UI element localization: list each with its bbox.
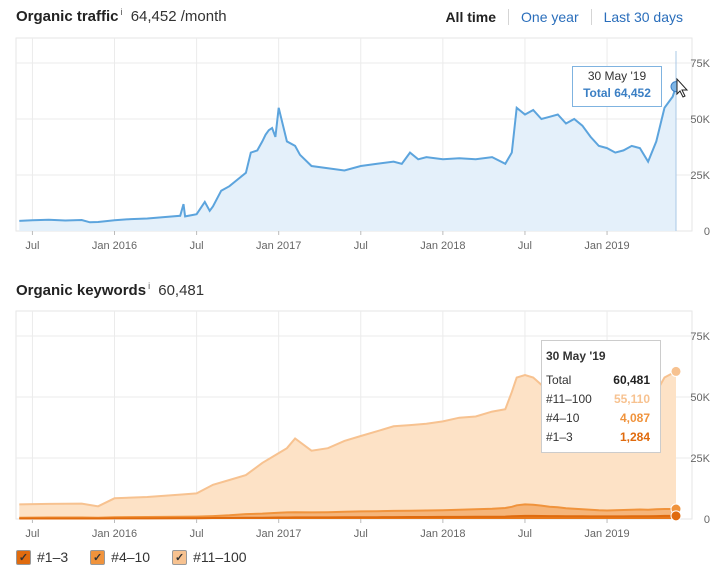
x-tick-label: Jan 2016 bbox=[92, 240, 137, 252]
x-tick-label: Jul bbox=[190, 528, 204, 540]
traffic-line bbox=[19, 86, 677, 224]
x-tick-label: Jul bbox=[518, 528, 532, 540]
cursor-arrow-icon bbox=[676, 77, 689, 98]
legend-item-1-3[interactable]: ✓ #1–3 bbox=[16, 549, 68, 565]
x-tick-label: Jan 2019 bbox=[584, 240, 629, 252]
tooltip-row-11-100: #11–100 55,110 bbox=[546, 392, 650, 406]
traffic-area bbox=[19, 86, 677, 231]
series-area-#11–100 bbox=[19, 371, 677, 519]
legend-item-11-100[interactable]: ✓ #11–100 bbox=[172, 549, 247, 565]
keywords-info-icon[interactable]: i bbox=[148, 281, 151, 291]
series-line-#4–10 bbox=[19, 503, 676, 519]
keywords-tooltip: 30 May '19 Total 60,481 #11–100 55,110 #4–… bbox=[541, 340, 661, 453]
keywords-value: 60,481 bbox=[158, 282, 205, 299]
tooltip-row-1-3: #1–3 1,284 bbox=[546, 430, 650, 444]
x-tick-label: Jul bbox=[354, 528, 368, 540]
x-tick-label: Jul bbox=[354, 240, 368, 252]
hover-point-#1–3 bbox=[670, 510, 682, 522]
y-tick-label: 75K bbox=[690, 331, 710, 343]
y-tick-label: 25K bbox=[690, 170, 710, 182]
y-tick-label: 0 bbox=[704, 514, 710, 526]
traffic-header: Organic traffic i 64,452 /month bbox=[16, 7, 227, 25]
x-tick-label: Jan 2018 bbox=[420, 528, 465, 540]
keywords-legend: ✓ #1–3 ✓ #4–10 ✓ #11–100 bbox=[16, 549, 269, 565]
y-tick-label: 50K bbox=[690, 392, 710, 404]
series-line-#1–3 bbox=[19, 514, 676, 520]
time-range-tabs: All time One year Last 30 days bbox=[433, 9, 695, 25]
x-tick-label: Jul bbox=[190, 240, 204, 252]
tab-all-time[interactable]: All time bbox=[445, 9, 497, 25]
x-tick-label: Jan 2019 bbox=[584, 528, 629, 540]
y-tick-label: 75K bbox=[690, 58, 710, 70]
hover-point-#11–100 bbox=[670, 365, 682, 377]
x-tick-label: Jan 2017 bbox=[256, 528, 301, 540]
traffic-value: 64,452 /month bbox=[130, 8, 227, 25]
tab-last-30-days[interactable]: Last 30 days bbox=[590, 9, 695, 25]
x-tick-label: Jan 2018 bbox=[420, 240, 465, 252]
tooltip-row-total: Total 60,481 bbox=[546, 373, 650, 387]
legend-item-4-10[interactable]: ✓ #4–10 bbox=[90, 549, 150, 565]
checkbox-icon[interactable]: ✓ bbox=[16, 549, 31, 565]
x-tick-label: Jan 2016 bbox=[92, 528, 137, 540]
y-tick-label: 50K bbox=[690, 114, 710, 126]
traffic-tooltip: 30 May '19 Total 64,452 bbox=[572, 66, 662, 107]
keywords-chart: 75K 50K 25K 0 Jul Jan 2016 Jul Jan 2017 Jul Jan 2… bbox=[15, 310, 711, 540]
traffic-info-icon[interactable]: i bbox=[120, 7, 123, 17]
checkbox-icon[interactable]: ✓ bbox=[90, 549, 106, 565]
x-tick-label: Jan 2017 bbox=[256, 240, 301, 252]
y-tick-label: 25K bbox=[690, 453, 710, 465]
keywords-title: Organic keywords bbox=[16, 282, 147, 299]
y-tick-label: 0 bbox=[704, 226, 710, 238]
keywords-tooltip-date: 30 May '19 bbox=[546, 349, 606, 363]
x-tick-label: Jul bbox=[518, 240, 532, 252]
x-tick-label: Jul bbox=[25, 240, 39, 252]
keywords-header: Organic keywords i 60,481 bbox=[16, 281, 204, 299]
x-tick-label: Jul bbox=[25, 528, 39, 540]
traffic-title: Organic traffic bbox=[16, 8, 119, 25]
checkbox-icon[interactable]: ✓ bbox=[172, 549, 188, 565]
traffic-tooltip-total: Total 64,452 bbox=[583, 86, 651, 100]
tab-one-year[interactable]: One year bbox=[508, 9, 591, 25]
traffic-chart: 75K 50K 25K 0 Jul Jan 2016 Jul Jan 2017 Jul Jan 2… bbox=[15, 37, 711, 252]
tooltip-row-4-10: #4–10 4,087 bbox=[546, 411, 650, 425]
traffic-tooltip-date: 30 May '19 bbox=[587, 69, 647, 83]
